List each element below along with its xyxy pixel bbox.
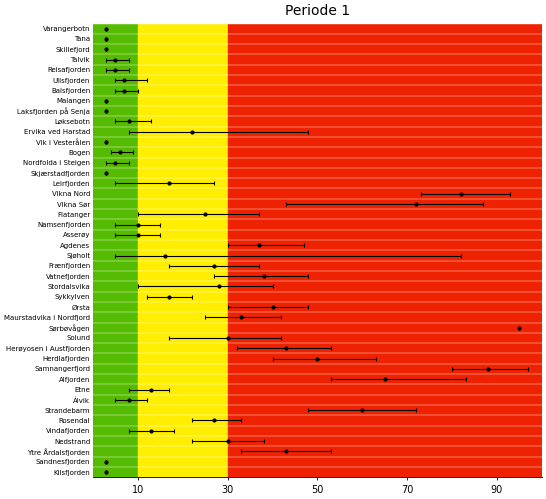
Title: Periode 1: Periode 1 [285, 4, 350, 18]
Bar [228, 23, 542, 477]
Bar [138, 23, 228, 477]
Bar [93, 23, 138, 477]
